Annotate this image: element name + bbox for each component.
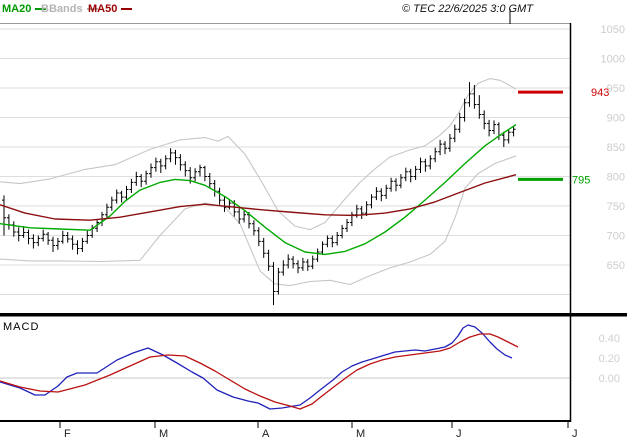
bollinger-bands-lines bbox=[0, 78, 517, 287]
macd-axis-tick-label: 0.00 bbox=[599, 373, 620, 385]
price-axis-tick-label: 650 bbox=[607, 260, 625, 272]
price-axis-labels: 1050 1000 950 900 850 800 750 700 650 bbox=[601, 24, 625, 272]
legend-ma50-label: MA50 bbox=[88, 3, 118, 15]
price-level-lines: 943 795 bbox=[518, 87, 609, 186]
price-axis-tick-label: 750 bbox=[607, 201, 625, 213]
month-axis-label: A bbox=[262, 428, 270, 440]
price-axis-tick-label: 950 bbox=[607, 83, 625, 95]
price-axis-tick-label: 800 bbox=[607, 172, 625, 184]
month-axis-label: M bbox=[356, 428, 365, 440]
copyright-text: © TEC 22/6/2025 3:0 GMT bbox=[402, 3, 533, 15]
price-gridlines bbox=[0, 28, 570, 295]
resistance-level-label: 943 bbox=[591, 87, 609, 99]
legend-ma20-swatch bbox=[35, 8, 47, 11]
price-axis-tick-label: 700 bbox=[607, 231, 625, 243]
legend-item-ma20: MA20 bbox=[2, 3, 47, 15]
macd-axis-labels: 0.40 0.20 0.00 bbox=[599, 333, 620, 385]
legend-bbands-label: BBands bbox=[41, 3, 83, 15]
legend-ma50-swatch bbox=[121, 8, 133, 11]
legend-bbands-swatch bbox=[86, 8, 98, 11]
macd-axis-tick-label: 0.40 bbox=[599, 333, 620, 345]
macd-panel-title: MACD bbox=[3, 321, 40, 333]
support-level-label: 795 bbox=[572, 174, 590, 186]
price-axis-tick-label: 1050 bbox=[601, 24, 625, 36]
macd-axis-tick-label: 0.20 bbox=[599, 353, 620, 365]
month-axis-label: J bbox=[572, 428, 578, 440]
price-axis-tick-label: 900 bbox=[607, 113, 625, 125]
month-axis-label: J bbox=[456, 428, 462, 440]
month-axis-label: F bbox=[64, 428, 71, 440]
month-axis-label: M bbox=[159, 428, 168, 440]
price-axis-tick-label: 1000 bbox=[601, 54, 625, 66]
chart-frame-borders bbox=[0, 9, 627, 422]
price-axis-tick-label: 850 bbox=[607, 142, 625, 154]
legend-item-ma50: MA50 bbox=[88, 3, 133, 15]
legend-ma20-label: MA20 bbox=[2, 3, 32, 15]
legend-item-bbands: BBands bbox=[41, 3, 98, 15]
moving-average-lines bbox=[0, 124, 517, 256]
macd-panel bbox=[0, 324, 570, 410]
ohlc-candle-series bbox=[2, 82, 516, 306]
